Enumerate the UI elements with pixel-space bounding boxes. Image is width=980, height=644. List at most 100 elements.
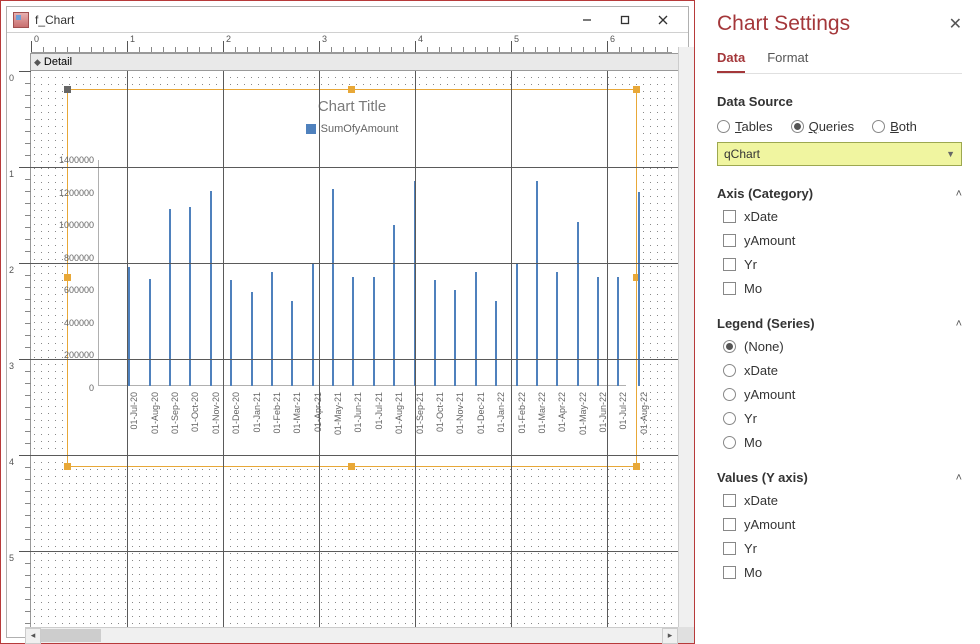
radio-icon [723, 364, 736, 377]
close-button[interactable] [644, 10, 682, 30]
radio-icon [723, 412, 736, 425]
values-section-title: Values (Y axis) [717, 470, 808, 485]
field-label: xDate [744, 209, 778, 224]
bar [251, 292, 253, 386]
vertical-ruler: 012345 [7, 53, 31, 637]
resize-handle[interactable] [348, 463, 355, 470]
legend-section-title: Legend (Series) [717, 316, 815, 331]
panel-close-icon[interactable]: ✕ [949, 14, 962, 34]
checkbox-icon [723, 234, 736, 247]
axis-field-list: xDate yAmount Yr Mo [717, 209, 962, 296]
design-surface[interactable]: ◆ Detail Chart Title SumOfyAmount [31, 53, 688, 637]
radio-icon [791, 120, 804, 133]
x-tick-label: 01-Aug-22 [639, 392, 649, 434]
bar [352, 277, 354, 386]
resize-handle[interactable] [64, 463, 71, 470]
field-checkbox[interactable]: Yr [723, 541, 962, 556]
resize-handle[interactable] [348, 86, 355, 93]
bar [210, 191, 212, 386]
panel-title: Chart Settings [717, 12, 850, 36]
bar [149, 279, 151, 386]
radio-icon [723, 436, 736, 449]
collapse-icon[interactable]: ˄ [956, 472, 962, 484]
checkbox-icon [723, 566, 736, 579]
field-radio[interactable]: Mo [723, 435, 962, 450]
field-checkbox[interactable]: yAmount [723, 233, 962, 248]
field-label: Yr [744, 257, 757, 272]
x-tick-label: 01-Jul-21 [374, 392, 384, 430]
radio-both[interactable]: Both [872, 119, 917, 134]
x-tick-label: 01-May-22 [578, 392, 588, 435]
field-label: Yr [744, 541, 757, 556]
y-tick-label: 400000 [64, 318, 98, 328]
resize-handle[interactable] [64, 274, 71, 281]
field-radio[interactable]: (None) [723, 339, 962, 354]
field-checkbox[interactable]: yAmount [723, 517, 962, 532]
field-checkbox[interactable]: Yr [723, 257, 962, 272]
bar [434, 280, 436, 386]
tab-format[interactable]: Format [767, 50, 808, 73]
chart-control[interactable]: Chart Title SumOfyAmount 020000040000060… [67, 89, 637, 467]
field-radio[interactable]: yAmount [723, 387, 962, 402]
x-tick-label: 01-Apr-22 [557, 392, 567, 432]
minimize-button[interactable] [568, 10, 606, 30]
horizontal-scrollbar[interactable]: ◂ ▸ [25, 627, 678, 643]
dropdown-caret-icon: ▼ [946, 149, 955, 159]
field-label: yAmount [744, 233, 795, 248]
bar [332, 189, 334, 386]
resize-handle[interactable] [64, 86, 71, 93]
chart-settings-panel: Chart Settings ✕ Data Format Data Source… [695, 0, 980, 644]
field-checkbox[interactable]: Mo [723, 565, 962, 580]
field-radio[interactable]: Yr [723, 411, 962, 426]
scroll-left-icon[interactable]: ◂ [25, 628, 41, 644]
radio-tables[interactable]: Tables [717, 119, 773, 134]
tab-data[interactable]: Data [717, 50, 745, 73]
y-tick-label: 1200000 [59, 188, 98, 198]
collapse-icon[interactable]: ˄ [956, 318, 962, 330]
field-radio[interactable]: xDate [723, 363, 962, 378]
x-tick-label: 01-Aug-20 [150, 392, 160, 434]
vertical-scrollbar[interactable] [678, 47, 694, 627]
x-tick-label: 01-Jan-21 [252, 392, 262, 433]
y-tick-label: 600000 [64, 285, 98, 295]
checkbox-icon [723, 282, 736, 295]
bar [638, 192, 640, 386]
x-tick-label: 01-Nov-21 [455, 392, 465, 434]
field-label: Mo [744, 565, 762, 580]
axis-section-title: Axis (Category) [717, 186, 813, 201]
scroll-thumb[interactable] [41, 629, 101, 642]
bar [495, 301, 497, 386]
field-checkbox[interactable]: xDate [723, 493, 962, 508]
bar [475, 272, 477, 386]
bar [393, 225, 395, 386]
x-tick-label: 01-Mar-22 [537, 392, 547, 434]
field-label: xDate [744, 363, 778, 378]
x-tick-label: 01-Dec-21 [476, 392, 486, 434]
data-source-radio-group: Tables Queries Both [717, 119, 962, 134]
y-tick-label: 800000 [64, 253, 98, 263]
section-label: Detail [44, 56, 72, 68]
data-source-dropdown[interactable]: qChart ▼ [717, 142, 962, 166]
field-checkbox[interactable]: Mo [723, 281, 962, 296]
scroll-track[interactable] [41, 628, 662, 644]
x-tick-label: 01-Apr-21 [313, 392, 323, 432]
legend-swatch [306, 124, 316, 134]
checkbox-icon [723, 518, 736, 531]
detail-section-header[interactable]: ◆ Detail [31, 53, 688, 71]
bar [516, 264, 518, 386]
horizontal-ruler: 01234567 [31, 33, 672, 53]
window-title: f_Chart [35, 13, 568, 27]
resize-handle[interactable] [633, 86, 640, 93]
field-label: Yr [744, 411, 757, 426]
y-tick-label: 0 [89, 383, 98, 393]
y-axis [98, 160, 99, 386]
scroll-right-icon[interactable]: ▸ [662, 628, 678, 644]
bar [312, 264, 314, 386]
field-checkbox[interactable]: xDate [723, 209, 962, 224]
resize-handle[interactable] [633, 463, 640, 470]
maximize-button[interactable] [606, 10, 644, 30]
radio-queries[interactable]: Queries [791, 119, 855, 134]
bar [128, 267, 130, 386]
window-titlebar: f_Chart [7, 7, 688, 33]
collapse-icon[interactable]: ˄ [956, 188, 962, 200]
